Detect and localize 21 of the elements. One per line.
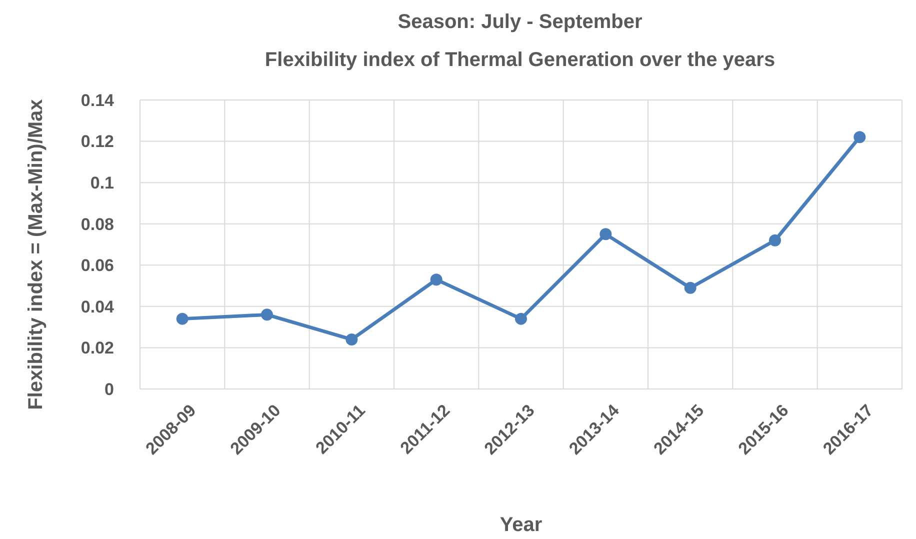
point xyxy=(854,131,866,144)
chart-subtitle: Flexibility index of Thermal Generation over the years xyxy=(264,49,776,71)
chart-title: Season: July - September xyxy=(398,11,642,33)
y-axis-title: Flexibility index = (Max-Min)/Max xyxy=(25,99,47,410)
point xyxy=(261,308,273,321)
point xyxy=(769,234,781,246)
y-tick-label: 0.1 xyxy=(90,174,114,193)
y-tick-label: 0.04 xyxy=(80,297,115,316)
point xyxy=(515,312,527,325)
x-axis-title: Year xyxy=(500,514,542,536)
point xyxy=(176,312,188,325)
point xyxy=(430,274,442,286)
point xyxy=(600,228,612,240)
y-tick-label: 0.14 xyxy=(80,90,115,110)
y-tick-label: 0.02 xyxy=(80,338,114,358)
y-tick-label: 0.06 xyxy=(80,256,114,276)
y-tick-label: 0.08 xyxy=(80,214,114,234)
point xyxy=(684,282,696,294)
y-tick-label: 0 xyxy=(104,380,114,399)
y-tick-label: 0.12 xyxy=(80,132,114,152)
point xyxy=(346,333,358,346)
